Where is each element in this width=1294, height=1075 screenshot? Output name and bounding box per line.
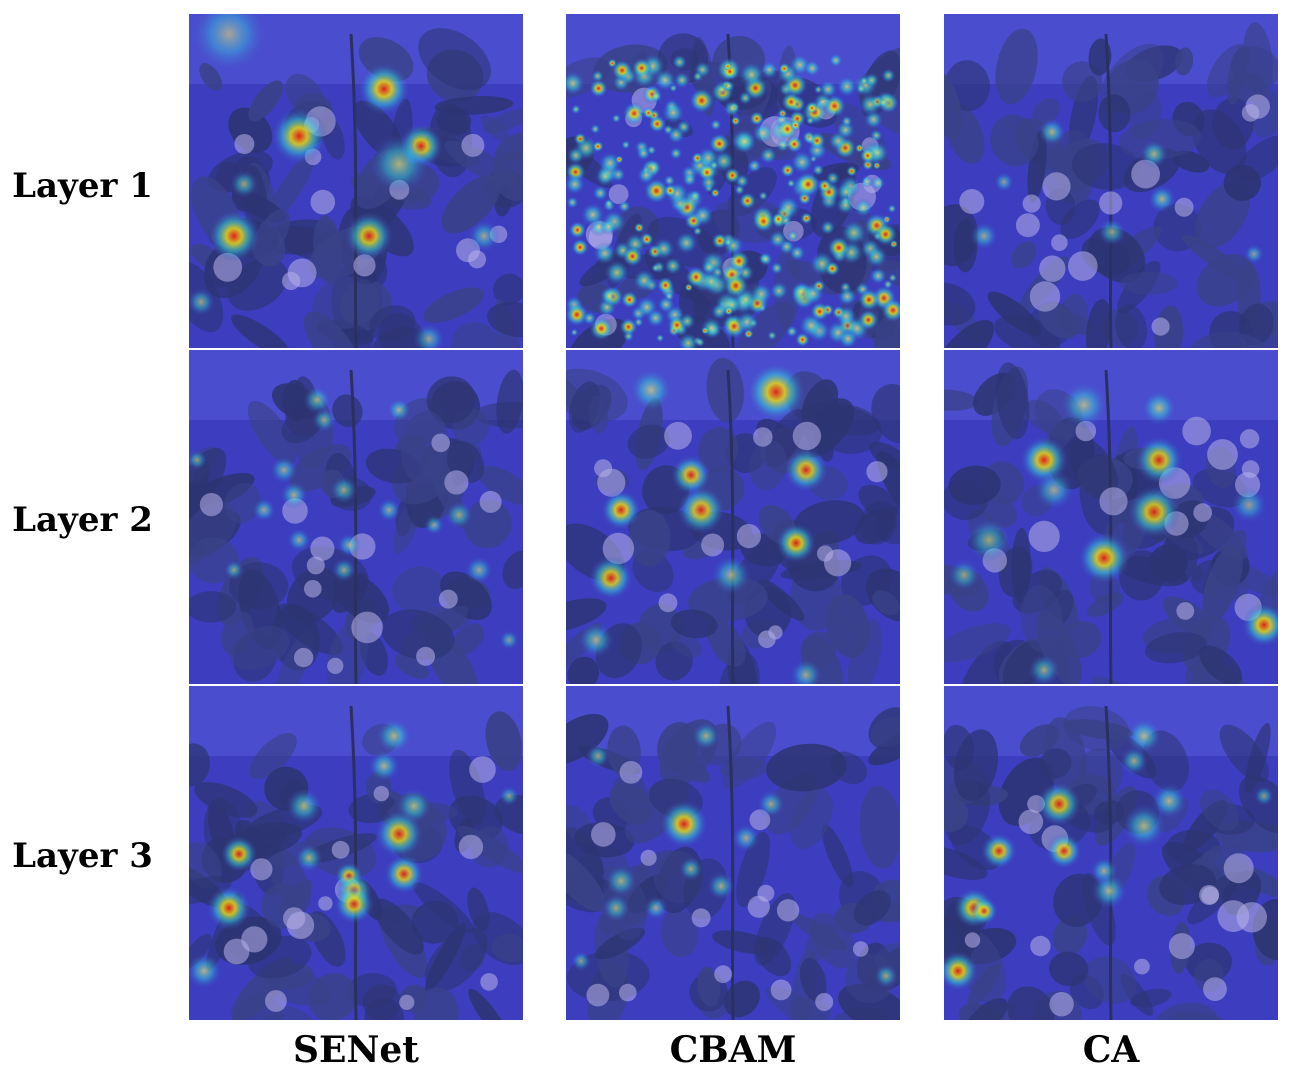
heatmap-ca-layer-1 [944,14,1278,348]
column-label-cbam: CBAM [669,1029,797,1071]
heatmap-senet-layer-3 [189,686,523,1020]
column-label-senet: SENet [293,1029,419,1071]
heatmap-image [189,14,523,348]
heatmap-image [189,686,523,1020]
heatmap-senet-layer-2 [189,350,523,684]
heatmap-ca-layer-3 [944,686,1278,1020]
row-label-layer-3: Layer 3 [12,836,153,876]
heatmap-image [944,686,1278,1020]
heatmap-image [566,686,900,1020]
heatmap-image [944,350,1278,684]
heatmap-image [944,14,1278,348]
heatmap-image [189,350,523,684]
heatmap-image [566,14,900,348]
heatmap-cbam-layer-1 [566,14,900,348]
row-label-layer-1: Layer 1 [12,166,153,206]
heatmap-image [566,350,900,684]
heatmap-ca-layer-2 [944,350,1278,684]
heatmap-cbam-layer-3 [566,686,900,1020]
row-label-layer-2: Layer 2 [12,500,153,540]
column-label-ca: CA [1082,1029,1140,1071]
heatmap-senet-layer-1 [189,14,523,348]
heatmap-cbam-layer-2 [566,350,900,684]
